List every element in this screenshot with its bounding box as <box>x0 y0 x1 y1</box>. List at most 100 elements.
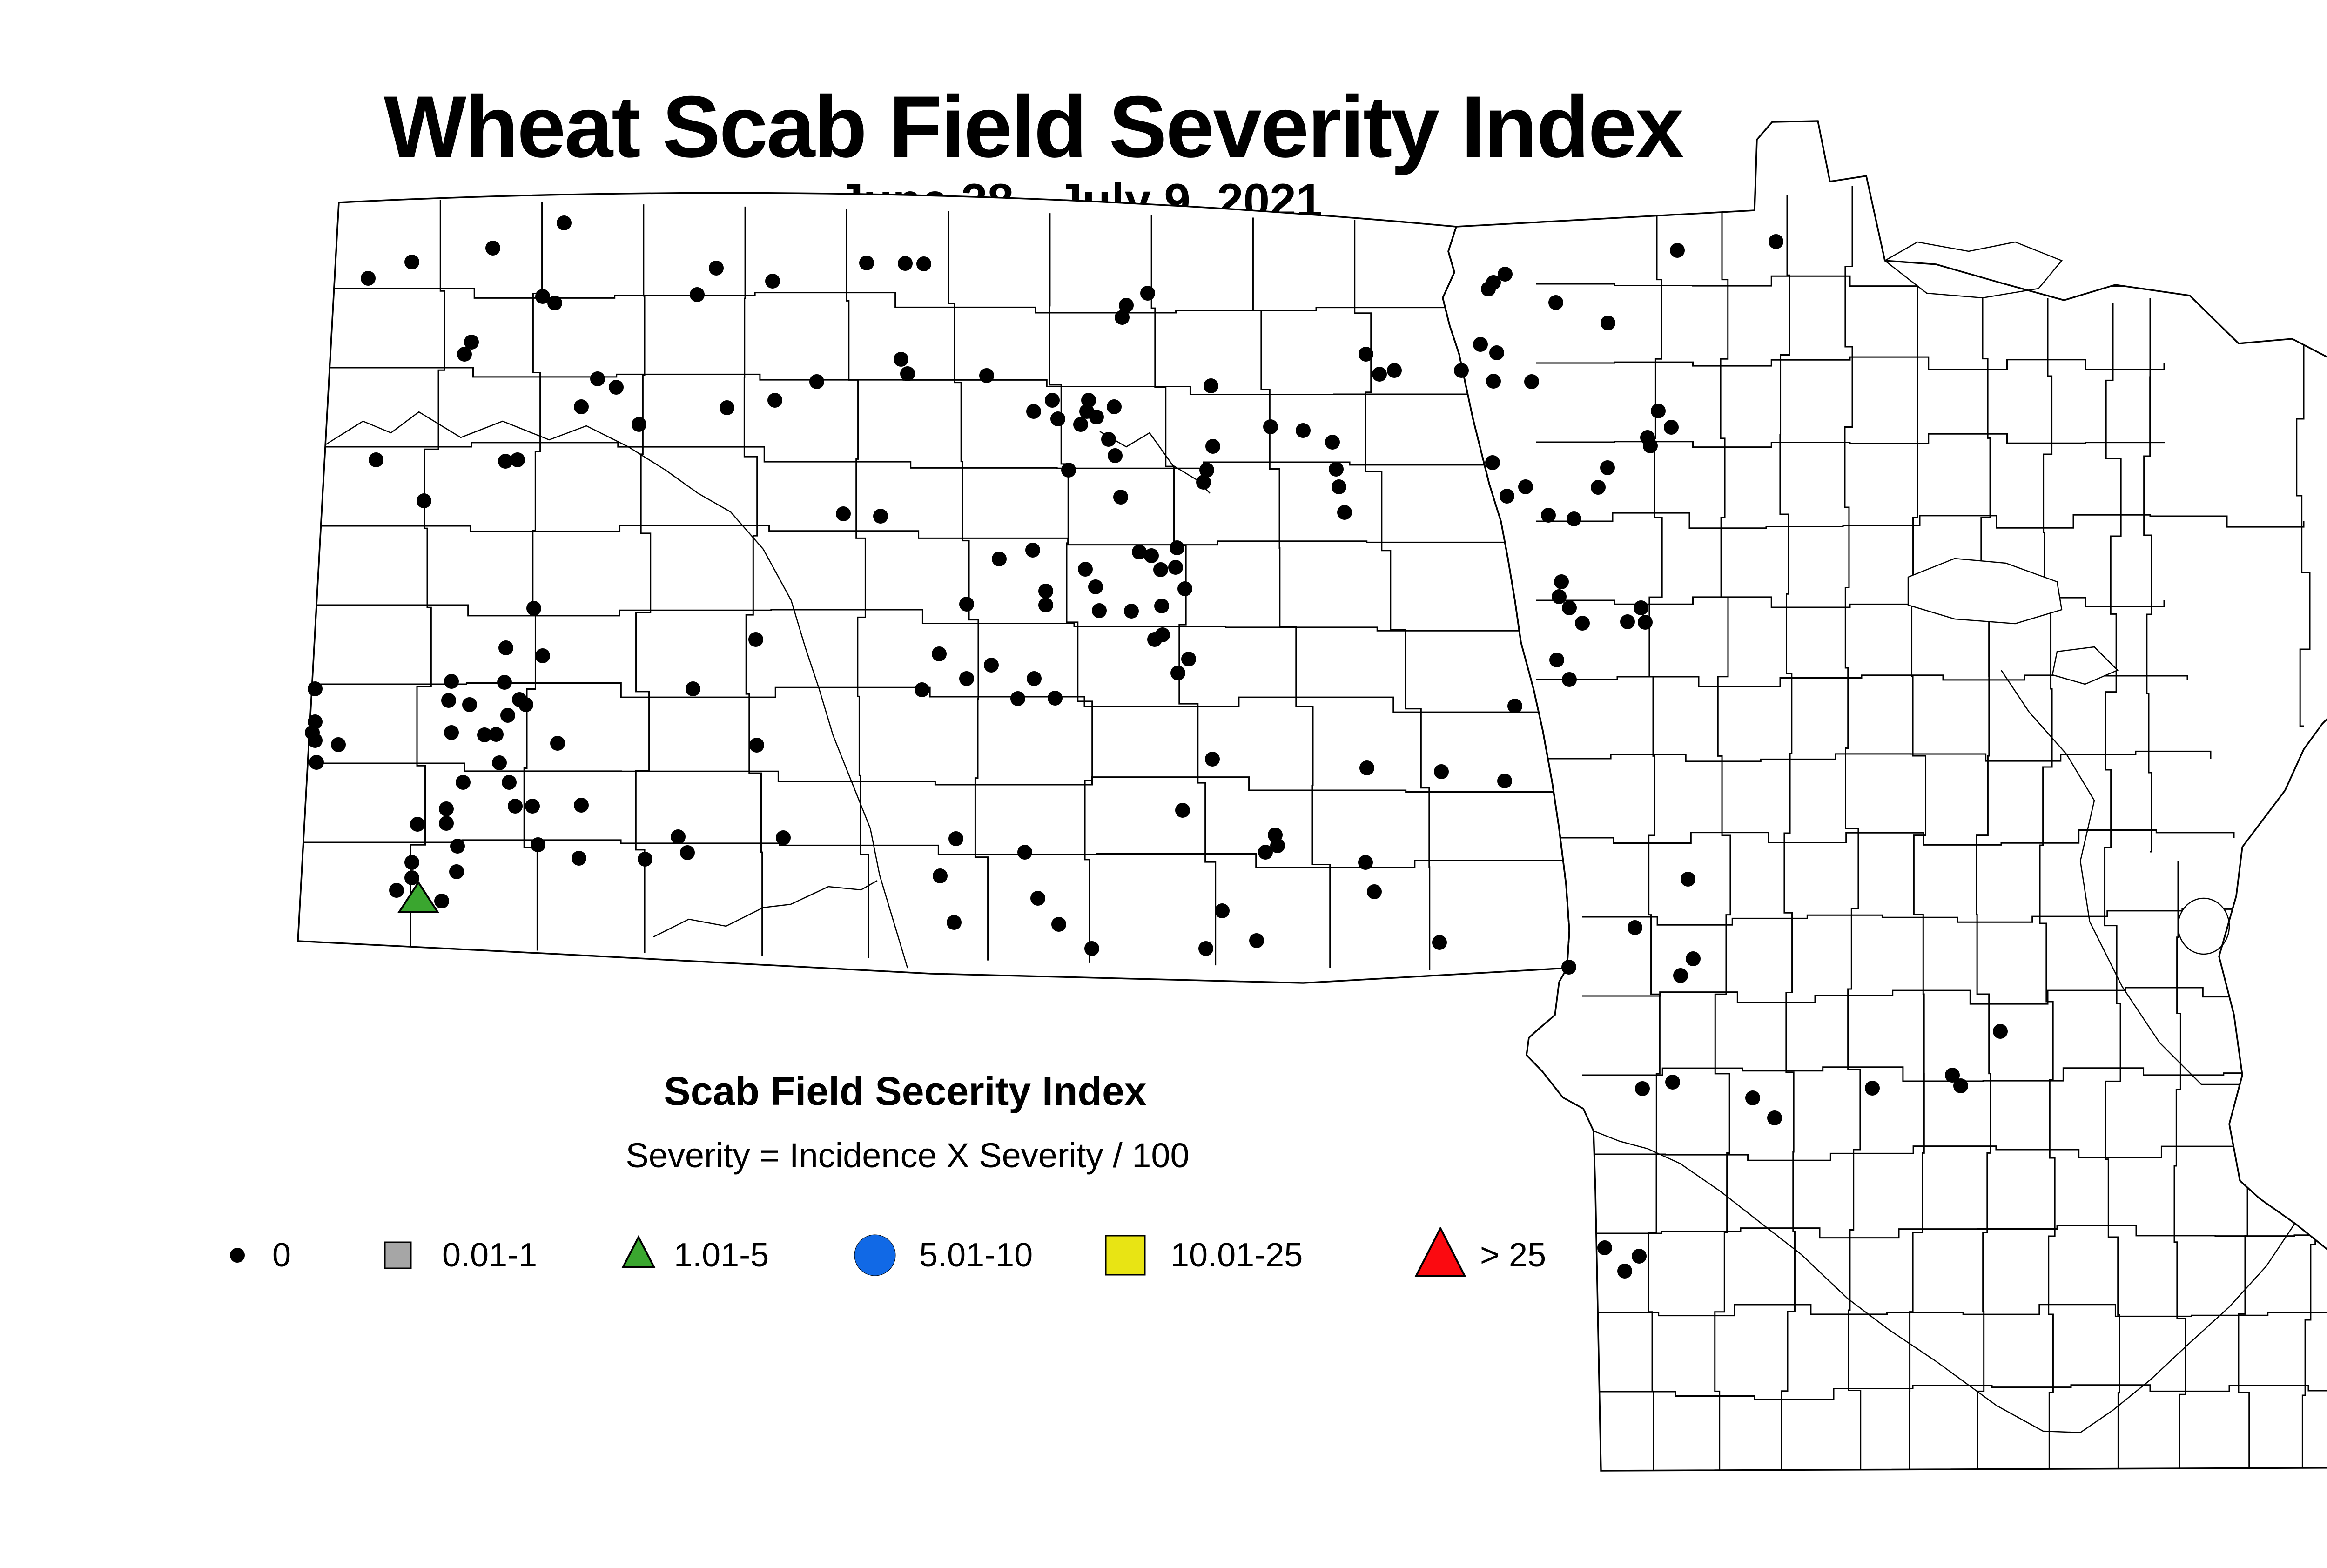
severity-point-zero <box>1038 598 1053 612</box>
legend-symbol-triangle-icon <box>1414 1227 1466 1277</box>
severity-point-zero <box>308 681 323 696</box>
severity-point-zero <box>404 255 419 269</box>
legend-symbol-circle-icon <box>854 1234 896 1276</box>
severity-point-zero <box>1045 393 1060 408</box>
severity-point-zero <box>680 845 695 860</box>
legend-label: 0 <box>272 1237 291 1274</box>
severity-point-zero <box>1518 479 1533 494</box>
severity-point-zero <box>1089 410 1104 424</box>
legend-label: 0.01-1 <box>442 1237 538 1274</box>
severity-point-zero <box>439 801 454 816</box>
severity-point-zero <box>508 799 523 814</box>
severity-point-zero <box>404 855 419 870</box>
legend-title: Scab Field Secerity Index <box>664 1069 1147 1114</box>
severity-point-zero <box>1769 234 1783 249</box>
severity-point-zero <box>1634 600 1648 615</box>
severity-point-zero <box>502 775 517 790</box>
severity-point-zero <box>1010 691 1025 706</box>
river <box>653 880 878 938</box>
severity-point-zero <box>1562 672 1577 687</box>
severity-point-zero <box>748 632 763 647</box>
severity-point-zero <box>1554 574 1569 589</box>
severity-point-zero <box>444 725 459 740</box>
severity-point-zero <box>1497 774 1512 788</box>
lake <box>1883 241 2063 299</box>
severity-point-zero <box>1198 941 1213 956</box>
severity-point-zero <box>1473 337 1488 352</box>
severity-point-zero <box>525 799 540 814</box>
severity-point-zero <box>457 347 472 362</box>
severity-point-zero <box>1486 374 1501 389</box>
severity-point-zero <box>894 352 908 367</box>
lake <box>2177 897 2230 955</box>
severity-point-zero <box>1664 420 1679 435</box>
severity-point-zero <box>1140 286 1155 301</box>
severity-point-zero <box>309 755 324 770</box>
severity-point-zero <box>1108 448 1123 463</box>
severity-point-zero <box>574 399 589 414</box>
severity-point-zero <box>609 380 624 395</box>
severity-point-zero <box>932 646 947 661</box>
severity-point-zero <box>369 452 383 467</box>
severity-point-zero <box>1170 666 1185 680</box>
severity-point-zero <box>916 256 931 271</box>
severity-point-zero <box>809 374 824 389</box>
severity-point-zero <box>498 454 513 469</box>
severity-point-zero <box>1638 615 1653 630</box>
severity-point-zero <box>510 452 525 467</box>
severity-point-zero <box>1332 479 1346 494</box>
severity-point-zero <box>1567 511 1581 526</box>
severity-point-zero <box>1030 891 1045 906</box>
severity-point-zero <box>1617 1264 1632 1279</box>
severity-point-zero <box>1993 1024 2008 1039</box>
severity-point-zero <box>1507 699 1522 713</box>
severity-point-zero <box>1561 960 1576 975</box>
severity-point-zero <box>1175 803 1190 818</box>
severity-point-zero <box>1575 616 1590 631</box>
severity-point-zero <box>1296 423 1311 438</box>
severity-point-zero <box>1144 548 1159 563</box>
severity-point-zero <box>444 674 459 689</box>
severity-point-zero <box>1498 267 1513 282</box>
severity-point-zero <box>1092 603 1107 618</box>
severity-point-zero <box>1078 562 1093 577</box>
severity-point-zero <box>776 830 791 845</box>
severity-point-zero <box>456 775 471 790</box>
severity-point-zero <box>1153 562 1168 577</box>
severity-point-zero <box>492 755 507 770</box>
severity-point-zero <box>1199 463 1214 478</box>
severity-point-zero <box>1541 508 1556 523</box>
severity-point-zero <box>1050 411 1065 426</box>
severity-point-zero <box>1325 435 1340 450</box>
legend: 0 0.01-1 1.01-5 5.01-10 10.01-25 > 25 <box>0 1227 2327 1283</box>
severity-point-zero <box>1635 1081 1650 1096</box>
severity-point-zero <box>1101 432 1116 447</box>
severity-point-zero <box>1329 462 1344 477</box>
severity-point-zero <box>1665 1075 1680 1090</box>
severity-point-zero <box>547 296 562 310</box>
severity-point-zero <box>572 851 586 866</box>
severity-point-zero <box>526 601 541 616</box>
severity-point-zero <box>449 864 464 879</box>
severity-point-zero <box>417 493 431 508</box>
severity-point-zero <box>1132 545 1147 559</box>
legend-label: 1.01-5 <box>674 1237 769 1274</box>
severity-point-zero <box>477 727 492 742</box>
legend-symbol-triangle-icon <box>621 1235 656 1268</box>
severity-point-zero <box>1454 363 1469 378</box>
severity-point-zero <box>873 509 888 524</box>
severity-point-zero <box>1367 884 1382 899</box>
severity-point-zero <box>464 335 479 350</box>
severity-point-zero <box>765 274 780 289</box>
severity-point-zero <box>1359 760 1374 775</box>
severity-point-zero <box>1686 951 1701 966</box>
severity-point-zero <box>1337 505 1352 520</box>
severity-point-zero <box>1601 316 1615 330</box>
severity-point-zero <box>1628 920 1642 935</box>
severity-point-zero <box>1387 363 1402 378</box>
severity-point-zero <box>1124 604 1139 619</box>
state-north-dakota <box>298 193 1569 983</box>
severity-point-zero <box>632 417 646 432</box>
severity-point-zero <box>1767 1110 1782 1125</box>
